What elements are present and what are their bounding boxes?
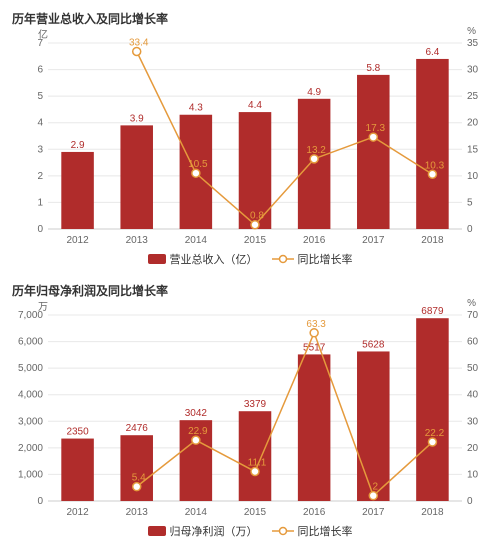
svg-text:7,000: 7,000	[18, 310, 43, 321]
svg-text:5.8: 5.8	[366, 63, 380, 74]
svg-text:0: 0	[467, 224, 473, 235]
svg-text:4.4: 4.4	[248, 100, 262, 111]
svg-text:2017: 2017	[362, 235, 385, 246]
svg-text:2014: 2014	[185, 235, 208, 246]
svg-text:2013: 2013	[126, 235, 149, 246]
svg-text:2015: 2015	[244, 507, 267, 518]
svg-text:5: 5	[37, 91, 43, 102]
bar-swatch-icon	[148, 254, 166, 264]
svg-text:2016: 2016	[303, 235, 326, 246]
svg-text:5.4: 5.4	[132, 473, 146, 484]
chart1-legend: 营业总收入（亿） 同比增长率	[8, 251, 492, 267]
svg-text:6879: 6879	[421, 306, 444, 317]
chart1-legend-line-label: 同比增长率	[298, 251, 353, 267]
svg-text:3,000: 3,000	[18, 416, 43, 427]
svg-text:17.3: 17.3	[366, 123, 386, 134]
chart2-legend: 归母净利润（万） 同比增长率	[8, 523, 492, 539]
line-swatch-icon	[272, 526, 294, 536]
svg-text:3379: 3379	[244, 399, 267, 410]
svg-text:0: 0	[467, 496, 473, 507]
chart2-legend-bar-label: 归母净利润（万）	[170, 523, 258, 539]
svg-text:15: 15	[467, 144, 479, 155]
svg-text:2: 2	[37, 171, 43, 182]
svg-text:6.4: 6.4	[425, 47, 439, 58]
svg-text:2014: 2014	[185, 507, 208, 518]
svg-text:0: 0	[37, 496, 43, 507]
svg-text:22.2: 22.2	[425, 428, 445, 439]
chart2-svg: 0 1,000 2,000 3,000 4,000 5,000 6,000 7,000 0 10 2…	[8, 301, 492, 521]
svg-text:22.9: 22.9	[188, 426, 208, 437]
bar-swatch-icon	[148, 526, 166, 536]
svg-text:2350: 2350	[66, 427, 89, 438]
svg-text:4.3: 4.3	[189, 103, 203, 114]
svg-text:5628: 5628	[362, 339, 385, 350]
svg-text:30: 30	[467, 65, 479, 76]
svg-text:10.5: 10.5	[188, 159, 208, 170]
svg-text:1,000: 1,000	[18, 469, 43, 480]
svg-text:2018: 2018	[421, 507, 444, 518]
svg-text:35: 35	[467, 38, 479, 49]
svg-text:6: 6	[37, 65, 43, 76]
svg-text:6,000: 6,000	[18, 337, 43, 348]
svg-text:2015: 2015	[244, 235, 267, 246]
chart2-title: 历年归母净利润及同比增长率	[8, 282, 492, 299]
svg-text:4.9: 4.9	[307, 87, 321, 98]
svg-text:2: 2	[373, 482, 379, 493]
svg-text:2012: 2012	[66, 235, 89, 246]
svg-text:5,000: 5,000	[18, 363, 43, 374]
chart1-legend-bar-label: 营业总收入（亿）	[170, 251, 258, 267]
svg-text:10: 10	[467, 171, 479, 182]
svg-text:2018: 2018	[421, 235, 444, 246]
svg-text:20: 20	[467, 118, 479, 129]
chart1-area: 0 1 2 3 4 5 6 7 0 5 10 15 20 25 30 35 2012 2013 2014 2015 20…	[8, 29, 492, 249]
revenue-chart-panel: 历年营业总收入及同比增长率 亿 % 0123456705101520253035…	[8, 10, 492, 272]
profit-chart-panel: 历年归母净利润及同比增长率 万 % 01,0002,0003,0004,0005…	[8, 282, 492, 544]
svg-text:2476: 2476	[126, 423, 149, 434]
svg-text:25: 25	[467, 91, 479, 102]
svg-text:4,000: 4,000	[18, 390, 43, 401]
svg-text:3: 3	[37, 144, 43, 155]
svg-text:63.3: 63.3	[306, 319, 326, 330]
chart2-legend-line: 同比增长率	[272, 523, 353, 539]
svg-text:60: 60	[467, 337, 479, 348]
svg-text:2013: 2013	[126, 507, 149, 518]
svg-text:0: 0	[37, 224, 43, 235]
chart2-legend-bar: 归母净利润（万）	[148, 523, 258, 539]
svg-text:70: 70	[467, 310, 479, 321]
svg-text:7: 7	[37, 38, 43, 49]
chart1-legend-line: 同比增长率	[272, 251, 353, 267]
svg-text:40: 40	[467, 390, 479, 401]
chart1-svg: 0 1 2 3 4 5 6 7 0 5 10 15 20 25 30 35 2012 2013 2014 2015 20…	[8, 29, 492, 249]
chart1-title: 历年营业总收入及同比增长率	[8, 10, 492, 27]
svg-text:2016: 2016	[303, 507, 326, 518]
svg-text:0.8: 0.8	[250, 211, 264, 222]
svg-text:3042: 3042	[185, 408, 208, 419]
svg-text:50: 50	[467, 363, 479, 374]
svg-text:33.4: 33.4	[129, 38, 149, 49]
line-swatch-icon	[272, 254, 294, 264]
chart2-area: 0 1,000 2,000 3,000 4,000 5,000 6,000 7,000 0 10 2…	[8, 301, 492, 521]
svg-text:4: 4	[37, 118, 43, 129]
chart2-legend-line-label: 同比增长率	[298, 523, 353, 539]
svg-text:10: 10	[467, 469, 479, 480]
chart1-legend-bar: 营业总收入（亿）	[148, 251, 258, 267]
svg-text:2017: 2017	[362, 507, 385, 518]
svg-text:2,000: 2,000	[18, 443, 43, 454]
svg-text:20: 20	[467, 443, 479, 454]
svg-text:11.1: 11.1	[248, 458, 267, 469]
svg-text:2.9: 2.9	[71, 140, 85, 151]
svg-text:5: 5	[467, 197, 473, 208]
svg-text:2012: 2012	[66, 507, 89, 518]
svg-text:10.3: 10.3	[425, 160, 445, 171]
svg-text:13.2: 13.2	[306, 145, 326, 156]
svg-text:30: 30	[467, 416, 479, 427]
svg-text:1: 1	[37, 197, 43, 208]
svg-text:3.9: 3.9	[130, 113, 144, 124]
